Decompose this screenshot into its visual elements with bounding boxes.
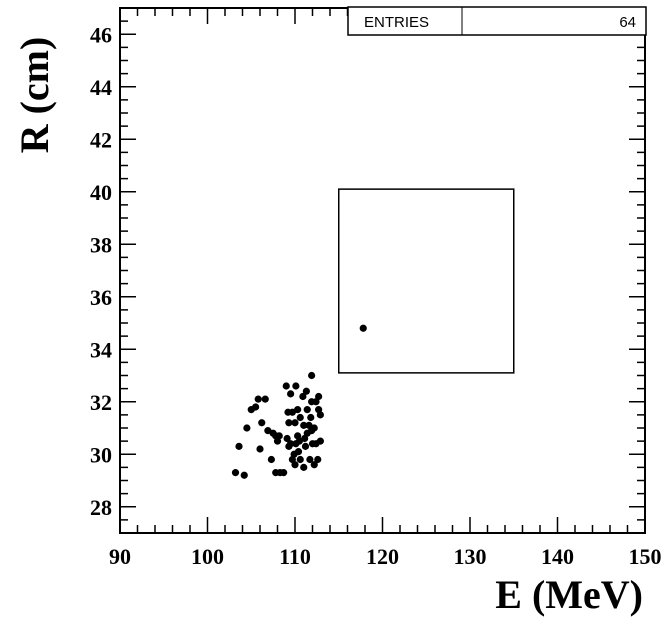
data-point bbox=[308, 371, 316, 380]
y-tick-label: 32 bbox=[90, 390, 112, 415]
data-point bbox=[231, 469, 240, 477]
data-point bbox=[300, 463, 308, 471]
y-tick-label: 44 bbox=[90, 75, 112, 100]
data-point bbox=[284, 408, 292, 416]
data-point bbox=[294, 448, 303, 456]
stats-entries-label: ENTRIES bbox=[364, 14, 429, 31]
data-point bbox=[300, 421, 308, 429]
x-axis-title: E (MeV) bbox=[495, 572, 643, 617]
data-point bbox=[296, 455, 304, 464]
data-point bbox=[287, 390, 295, 398]
y-tick-labels: 28 30 32 34 36 38 40 42 44 46 bbox=[90, 22, 112, 520]
data-point bbox=[294, 406, 302, 414]
data-point bbox=[291, 419, 299, 427]
data-point bbox=[310, 461, 318, 469]
data-point bbox=[258, 419, 266, 427]
x-tick-label: 110 bbox=[279, 544, 311, 569]
data-point bbox=[306, 455, 314, 464]
x-tick-label: 120 bbox=[366, 544, 399, 569]
data-point bbox=[282, 382, 290, 390]
data-point bbox=[261, 395, 269, 403]
y-axis-title: R (cm) bbox=[12, 37, 57, 154]
data-point bbox=[283, 434, 291, 443]
stats-box-frame bbox=[347, 6, 647, 36]
y-tick-label: 40 bbox=[90, 180, 112, 205]
data-point bbox=[267, 455, 275, 464]
data-point bbox=[302, 387, 310, 395]
data-point bbox=[296, 413, 304, 422]
stats-box: ENTRIES 64 bbox=[347, 6, 647, 36]
data-points bbox=[231, 324, 367, 479]
x-tick-label: 140 bbox=[541, 544, 574, 569]
x-tick-label: 100 bbox=[191, 544, 224, 569]
data-point bbox=[299, 392, 307, 401]
data-point bbox=[303, 406, 311, 414]
data-point bbox=[243, 424, 251, 432]
data-point bbox=[280, 469, 288, 477]
data-point bbox=[315, 392, 323, 401]
data-point bbox=[359, 324, 367, 332]
y-tick-label: 28 bbox=[90, 495, 112, 520]
stats-entries-value: 64 bbox=[619, 14, 636, 31]
data-point bbox=[269, 429, 277, 437]
signal-region-box bbox=[338, 188, 515, 374]
data-point bbox=[292, 382, 300, 390]
x-tick-labels: 90 100 110 120 130 140 150 bbox=[109, 544, 662, 569]
plot-frame bbox=[119, 7, 646, 534]
data-point bbox=[287, 440, 295, 448]
data-point bbox=[256, 445, 264, 453]
x-tick-label: 150 bbox=[629, 544, 662, 569]
y-tick-label: 34 bbox=[90, 337, 112, 362]
data-point bbox=[285, 419, 293, 427]
y-tick-label: 42 bbox=[90, 127, 112, 152]
y-tick-label: 38 bbox=[90, 232, 112, 257]
x-tick-label: 130 bbox=[454, 544, 487, 569]
data-point bbox=[254, 395, 262, 403]
x-tick-label: 90 bbox=[109, 544, 131, 569]
data-point bbox=[314, 455, 322, 464]
data-point bbox=[273, 437, 282, 445]
data-point bbox=[310, 424, 318, 432]
axis-ticks bbox=[119, 7, 646, 534]
y-tick-label: 36 bbox=[90, 285, 112, 310]
y-tick-label: 46 bbox=[90, 22, 112, 47]
data-point bbox=[240, 471, 248, 479]
y-tick-label: 30 bbox=[90, 442, 112, 467]
data-point bbox=[301, 442, 310, 450]
data-point bbox=[316, 411, 324, 419]
data-point bbox=[235, 442, 243, 450]
data-point bbox=[316, 437, 324, 445]
data-point bbox=[291, 461, 299, 469]
data-point bbox=[307, 413, 315, 422]
data-point bbox=[252, 403, 260, 411]
